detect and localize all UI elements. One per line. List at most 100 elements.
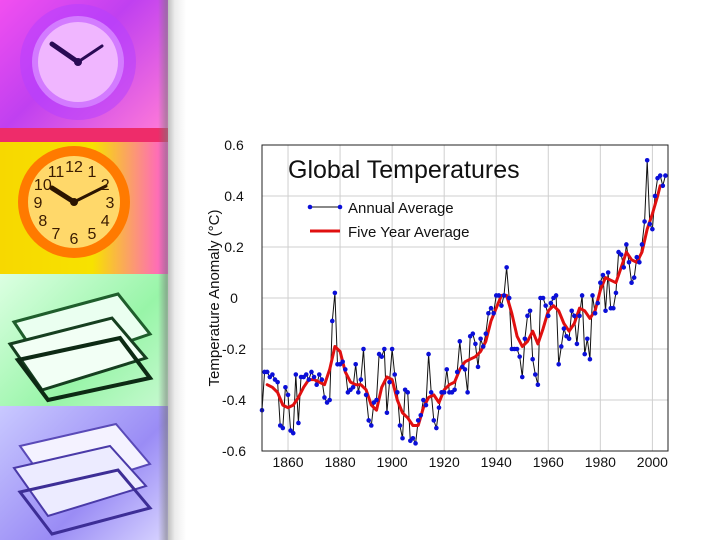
annual-data-point <box>363 392 369 398</box>
annual-data-point <box>415 418 421 423</box>
annual-data-point <box>454 369 460 375</box>
annual-data-point <box>342 367 348 372</box>
legend-annual-label: Annual Average <box>348 200 454 217</box>
annual-data-point <box>361 346 366 352</box>
annual-data-point <box>421 397 426 403</box>
annual-data-point <box>572 313 577 319</box>
annual-data-point <box>496 293 502 298</box>
annual-data-point <box>311 374 317 380</box>
annual-data-point <box>634 254 640 260</box>
y-tick-label: 0.2 <box>224 239 244 255</box>
annual-data-point <box>475 364 481 370</box>
document-stack-icon <box>7 292 154 403</box>
clock-numeral: 9 <box>34 195 43 212</box>
annual-data-point <box>605 270 611 275</box>
y-tick-label: -0.2 <box>222 341 246 357</box>
x-tick-label: 1960 <box>533 454 564 470</box>
annual-data-point <box>626 260 632 265</box>
annual-data-point <box>525 313 530 319</box>
annual-data-point <box>590 293 595 298</box>
legend-five-year-label: Five Year Average <box>348 224 469 241</box>
annual-data-point <box>374 397 379 403</box>
x-tick-label: 1900 <box>377 454 408 470</box>
annual-data-point <box>660 183 666 189</box>
annual-data-point <box>358 377 364 382</box>
lavender-papers-panel <box>0 406 168 540</box>
annual-data-point <box>514 346 520 352</box>
annual-data-point <box>603 308 608 314</box>
annual-data-point <box>519 374 525 380</box>
annual-data-point <box>611 305 616 311</box>
clock-numeral: 5 <box>88 226 97 243</box>
annual-data-point <box>561 326 567 331</box>
y-tick-label: 0.6 <box>224 137 244 153</box>
annual-data-point <box>379 354 385 359</box>
annual-data-point <box>582 351 588 357</box>
annual-data-point <box>532 372 538 377</box>
annual-data-point <box>392 372 398 377</box>
annual-data-point <box>585 336 590 342</box>
annual-data-point <box>644 158 650 163</box>
annual-data-point <box>285 392 291 398</box>
annual-data-point <box>428 390 434 395</box>
global-temperature-chart: 0.6 0.4 0.2 0 -0.2 -0.4 -0.6 1860 1880 1900 1920 19… <box>192 126 678 480</box>
annual-data-point <box>431 418 437 423</box>
annual-data-point <box>397 423 403 428</box>
annual-data-point <box>483 331 489 336</box>
clock-numeral: 11 <box>48 164 65 181</box>
annual-data-point <box>577 313 582 319</box>
y-tick-label: 0.4 <box>224 188 244 204</box>
annual-data-point <box>624 242 629 247</box>
annual-data-point <box>410 435 416 441</box>
green-papers-panel <box>0 274 168 406</box>
annual-data-point <box>436 405 442 410</box>
annual-data-point <box>306 377 312 382</box>
annual-data-point <box>501 293 507 298</box>
clock-numeral: 1 <box>88 164 97 181</box>
paper-stack-icon <box>12 422 153 536</box>
annual-data-point <box>486 311 491 316</box>
orange-clock-panel: 12 1 2 3 4 5 6 7 8 9 10 11 <box>0 142 168 274</box>
annual-data-point <box>598 280 603 285</box>
legend-annual-marker <box>307 204 313 210</box>
y-axis-label: Temperature Anomaly (°C) <box>206 210 223 387</box>
annual-data-point <box>569 308 575 314</box>
annual-data-point <box>506 295 512 301</box>
clock-numeral: 10 <box>34 177 52 194</box>
y-tick-label: -0.4 <box>222 392 246 408</box>
annual-data-point <box>642 219 647 224</box>
annual-data-point <box>530 356 535 362</box>
annual-data-point <box>275 379 280 385</box>
annual-data-point <box>629 280 634 285</box>
annual-data-point <box>264 369 270 375</box>
clock-numeral: 2 <box>101 177 110 194</box>
chart-legend: Annual Average Five Year Average <box>307 200 469 241</box>
annual-data-point <box>579 293 585 298</box>
annual-data-point <box>545 313 551 319</box>
annual-data-point <box>621 265 627 270</box>
sidebar-shadow <box>158 0 186 540</box>
annual-data-point <box>595 300 601 306</box>
annual-data-point <box>382 346 387 352</box>
legend-annual-marker <box>337 204 343 210</box>
clock-numeral: 4 <box>101 213 110 230</box>
annual-data-point <box>504 265 509 270</box>
annual-data-point <box>478 336 483 342</box>
annual-data-point <box>556 362 561 367</box>
x-tick-label: 1880 <box>324 454 355 470</box>
annual-data-point <box>366 418 372 423</box>
annual-data-point <box>566 336 572 342</box>
annual-data-point <box>395 390 400 395</box>
annual-data-point <box>499 303 504 308</box>
annual-data-point <box>543 303 548 308</box>
annual-data-point <box>553 293 559 298</box>
annual-data-point <box>316 372 322 377</box>
annual-data-point <box>270 372 275 377</box>
annual-data-point <box>340 359 345 365</box>
clock-numeral: 8 <box>38 213 47 230</box>
annual-data-point <box>413 441 418 446</box>
annual-data-point <box>387 379 392 385</box>
annual-data-point <box>283 384 288 390</box>
purple-clock-icon <box>20 4 136 120</box>
